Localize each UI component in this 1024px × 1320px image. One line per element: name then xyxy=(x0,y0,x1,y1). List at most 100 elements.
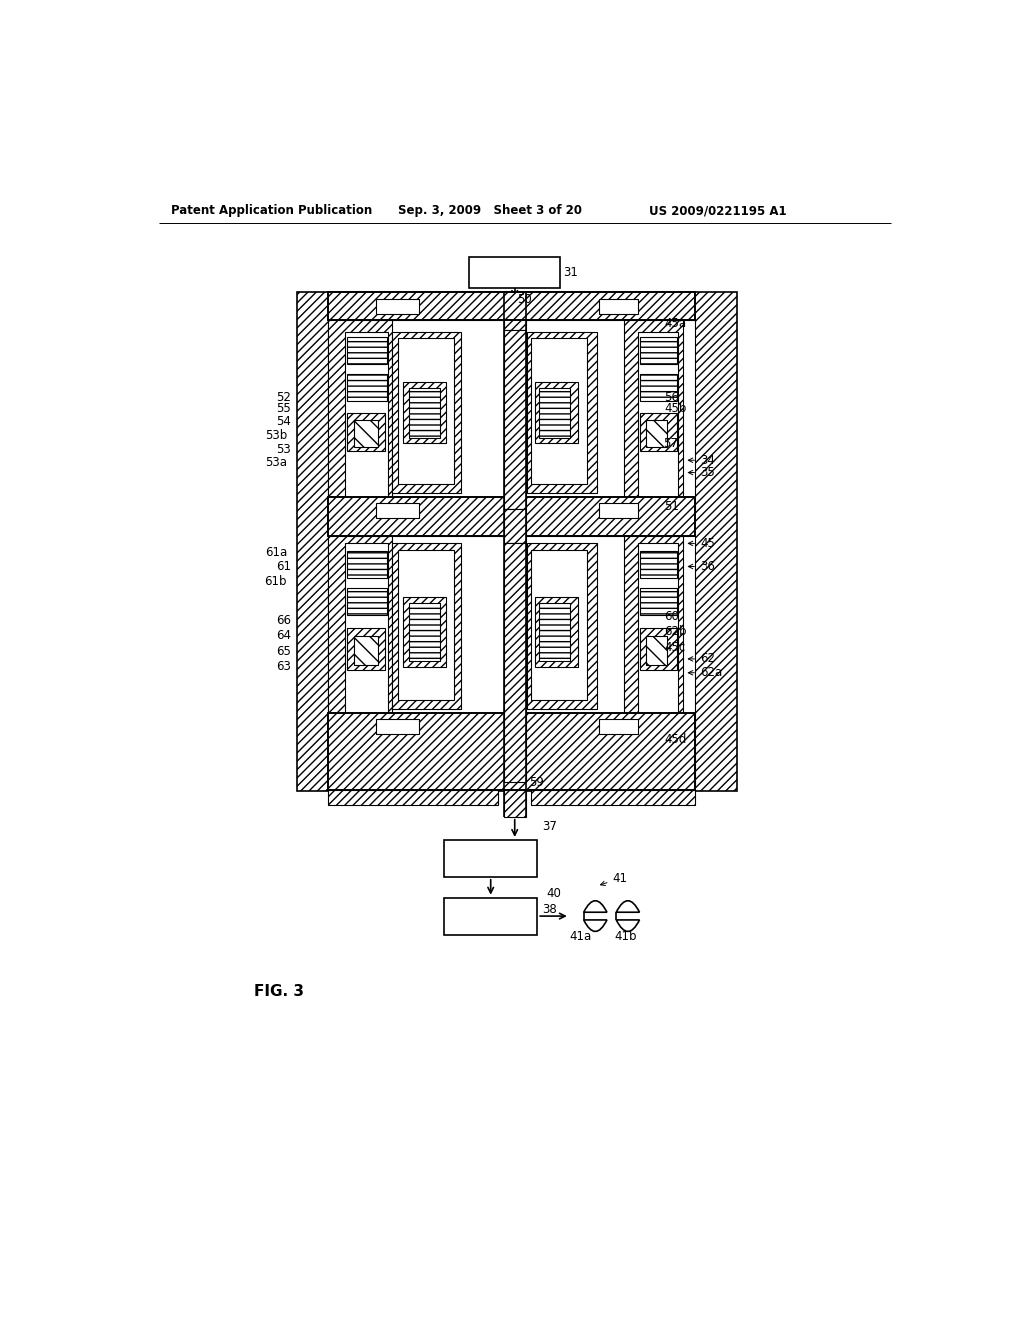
Text: 57: 57 xyxy=(663,437,678,450)
Text: 53a: 53a xyxy=(265,455,287,469)
Text: 53: 53 xyxy=(276,444,291,455)
PathPatch shape xyxy=(616,900,640,912)
Bar xyxy=(346,412,385,451)
Bar xyxy=(376,298,420,314)
Bar xyxy=(346,552,387,578)
Text: 66: 66 xyxy=(275,614,291,627)
Bar xyxy=(640,337,677,364)
Text: 59: 59 xyxy=(529,776,545,788)
Text: 60: 60 xyxy=(665,610,679,623)
Bar xyxy=(640,412,677,451)
Text: 45a: 45a xyxy=(665,317,686,330)
Bar xyxy=(646,636,668,665)
Bar xyxy=(504,508,525,544)
Bar xyxy=(504,330,525,508)
Bar xyxy=(328,498,695,536)
Text: 41b: 41b xyxy=(614,929,637,942)
Text: 37: 37 xyxy=(543,820,557,833)
Bar xyxy=(354,420,378,447)
Bar xyxy=(539,603,569,661)
Text: 45d: 45d xyxy=(665,733,687,746)
Text: 62: 62 xyxy=(688,652,715,665)
Bar xyxy=(376,719,420,734)
Text: 56: 56 xyxy=(665,391,679,404)
Text: 63: 63 xyxy=(275,660,291,673)
Bar xyxy=(638,544,678,717)
Text: 55: 55 xyxy=(276,403,291,416)
Bar xyxy=(640,628,677,671)
Bar xyxy=(646,420,668,447)
Bar xyxy=(535,381,578,444)
Bar xyxy=(328,713,695,789)
Text: 45: 45 xyxy=(688,537,715,550)
Bar xyxy=(409,603,439,661)
Bar xyxy=(504,789,525,817)
Bar xyxy=(599,503,638,517)
PathPatch shape xyxy=(584,920,607,932)
Text: 61a: 61a xyxy=(264,546,287,560)
Bar xyxy=(328,789,499,805)
Bar xyxy=(328,292,695,321)
Bar xyxy=(624,536,683,789)
PathPatch shape xyxy=(616,920,640,932)
Text: 52: 52 xyxy=(275,391,291,404)
Bar xyxy=(397,338,454,484)
Bar xyxy=(640,589,677,615)
Bar xyxy=(376,503,420,517)
Bar xyxy=(328,292,695,321)
Text: Sep. 3, 2009   Sheet 3 of 20: Sep. 3, 2009 Sheet 3 of 20 xyxy=(397,205,582,218)
Text: 61: 61 xyxy=(275,560,291,573)
Text: 36: 36 xyxy=(688,560,715,573)
Bar xyxy=(328,713,695,789)
Bar xyxy=(531,789,695,805)
Bar xyxy=(535,597,578,667)
Bar xyxy=(397,549,454,700)
Bar xyxy=(346,337,387,364)
Text: 31: 31 xyxy=(563,265,579,279)
Bar xyxy=(345,331,388,499)
Bar xyxy=(444,840,538,876)
PathPatch shape xyxy=(584,900,607,912)
Text: 38: 38 xyxy=(543,903,557,916)
Text: FIG. 3: FIG. 3 xyxy=(254,983,303,999)
Bar xyxy=(469,257,560,288)
Text: 41a: 41a xyxy=(569,929,592,942)
Text: 50: 50 xyxy=(517,293,531,306)
Text: 65: 65 xyxy=(275,644,291,657)
Bar xyxy=(640,552,677,578)
Text: 53b: 53b xyxy=(264,429,287,442)
Text: 45b: 45b xyxy=(665,403,687,416)
Bar xyxy=(640,374,677,401)
Text: 62b: 62b xyxy=(665,626,687,639)
Bar xyxy=(354,636,378,665)
Bar xyxy=(346,628,385,671)
Text: US 2009/0221195 A1: US 2009/0221195 A1 xyxy=(649,205,786,218)
Text: Patent Application Publication: Patent Application Publication xyxy=(171,205,372,218)
Bar xyxy=(328,498,695,536)
Bar xyxy=(328,321,391,508)
Text: 51: 51 xyxy=(665,500,679,513)
Bar xyxy=(391,331,461,494)
Bar xyxy=(328,536,695,789)
Text: 62a: 62a xyxy=(688,667,722,680)
Bar xyxy=(345,544,388,717)
Text: 41: 41 xyxy=(600,871,628,886)
Bar xyxy=(527,544,597,709)
Bar xyxy=(346,589,387,615)
Bar xyxy=(599,298,638,314)
Bar xyxy=(297,292,737,791)
Bar xyxy=(531,338,587,484)
Bar xyxy=(409,388,439,438)
Bar xyxy=(638,331,678,499)
Text: 54: 54 xyxy=(275,416,291,428)
Bar xyxy=(531,549,587,700)
Bar xyxy=(444,898,538,935)
Text: 40: 40 xyxy=(547,887,561,900)
Bar xyxy=(539,388,569,438)
Bar xyxy=(504,544,525,781)
Bar xyxy=(599,719,638,734)
Bar xyxy=(346,374,387,401)
Bar xyxy=(403,597,445,667)
Bar xyxy=(403,381,445,444)
Bar xyxy=(328,321,695,512)
